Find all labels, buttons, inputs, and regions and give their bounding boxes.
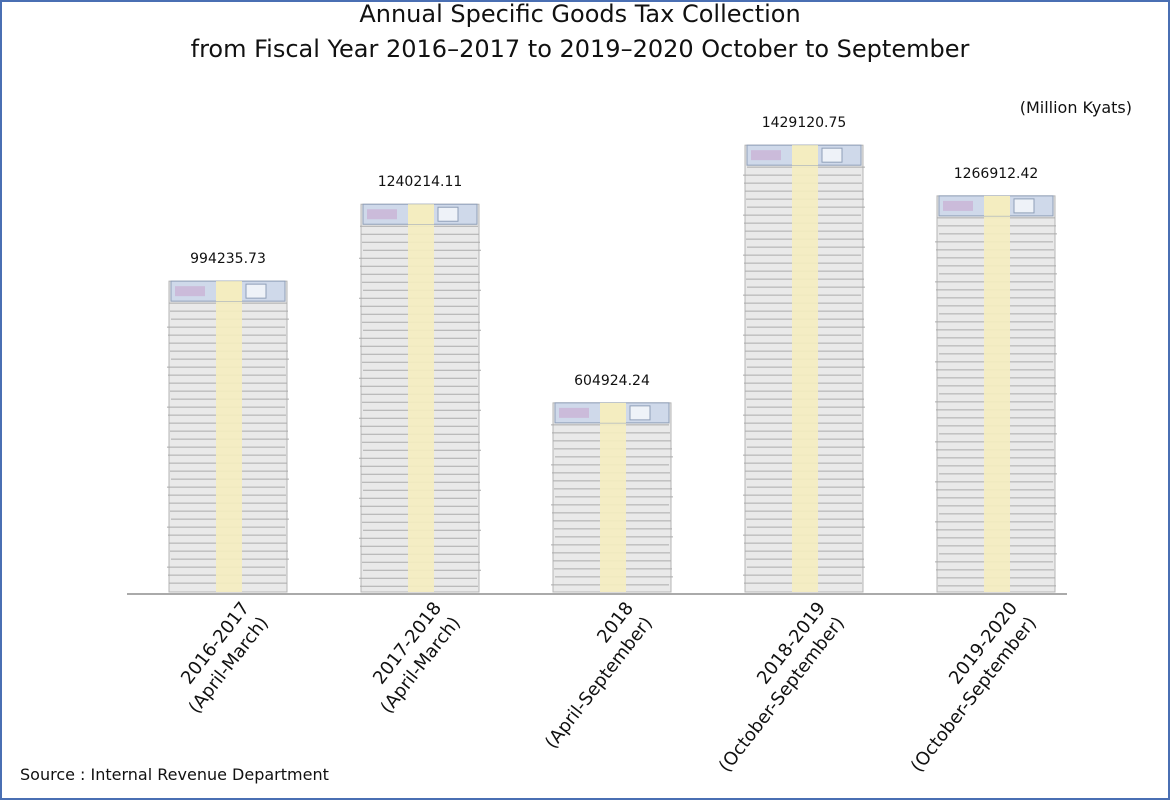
bar-band (216, 281, 242, 592)
bar-top-window (245, 283, 267, 299)
bar-top-window (821, 147, 843, 163)
bar-band (408, 204, 434, 592)
tick-label-5: 2019-2020(October-September) (907, 598, 1041, 776)
bar-top-print (943, 200, 973, 211)
value-label-1: 994235.73 (190, 251, 266, 267)
tick-label-3: 2018(April-September) (541, 598, 657, 753)
bar-top-print (559, 407, 589, 418)
bar-4 (743, 144, 865, 593)
bar-top-band (792, 145, 818, 166)
chart-title: Annual Specific Goods Tax Collection (359, 2, 800, 28)
bar-top-window (629, 405, 651, 421)
unit-label: (Million Kyats) (1020, 98, 1132, 117)
bar-5 (935, 195, 1057, 593)
bar-3 (551, 402, 673, 593)
value-label-5: 1266912.42 (954, 166, 1039, 182)
value-label-4: 1429120.75 (762, 115, 847, 131)
bar-1 (167, 280, 289, 593)
x-tick-labels: 2016-2017(April-March) 2017-2018(April-Ma… (177, 598, 1041, 776)
bar-top-print (751, 150, 781, 161)
bar-top-print (175, 286, 205, 297)
chart-subtitle: from Fiscal Year 2016–2017 to 2019–2020 … (191, 35, 970, 63)
bar-top-band (408, 204, 434, 225)
bar-band (984, 195, 1010, 592)
tick-label-1: 2016-2017(April-March) (177, 598, 273, 718)
bar-top-band (600, 402, 626, 423)
bar-band (792, 145, 818, 592)
bar-top-band (984, 195, 1010, 216)
tick-label-4: 2018-2019(October-September) (715, 598, 849, 776)
bar-top-band (216, 281, 242, 302)
value-label-2: 1240214.11 (378, 174, 463, 190)
value-label-3: 604924.24 (574, 373, 650, 389)
bar-top-window (1013, 198, 1035, 214)
source-note: Source : Internal Revenue Department (20, 765, 329, 784)
tick-label-2: 2017-2018(April-March) (369, 598, 465, 718)
bar-top-print (367, 209, 397, 220)
bar-2 (359, 203, 481, 593)
bar-top-window (437, 206, 459, 222)
bar-band (600, 402, 626, 592)
bars-group: 994235.73 1240214.11 604924.24 1429120.75 12… (167, 115, 1057, 593)
